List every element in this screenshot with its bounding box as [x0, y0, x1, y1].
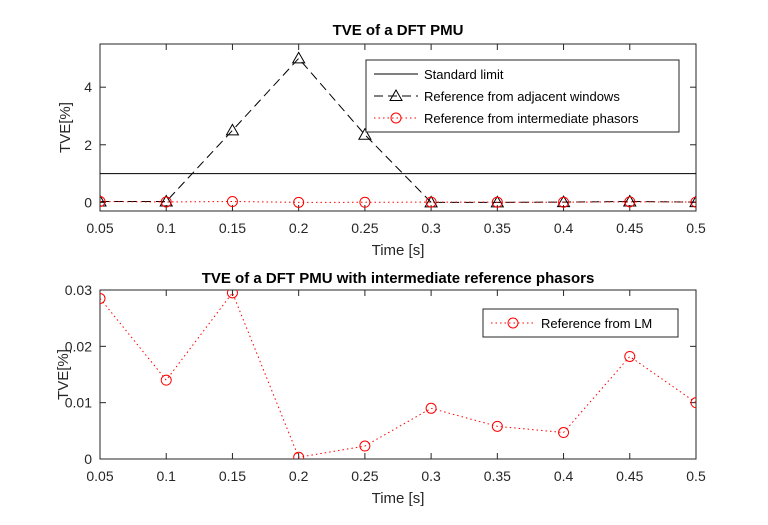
x-tick-label: 0.25 — [351, 468, 378, 484]
legend: Reference from LM — [482, 308, 679, 338]
x-tick-label: 0.5 — [686, 468, 706, 484]
data-point — [100, 292, 106, 304]
x-tick-label: 0.5 — [686, 220, 706, 236]
x-tick-label: 0.05 — [86, 220, 113, 236]
chart-title: TVE of a DFT PMU with intermediate refer… — [202, 270, 595, 287]
data-point — [689, 195, 696, 208]
data-point — [690, 397, 696, 409]
data-point — [293, 451, 305, 459]
legend: Standard limit Reference from adjacent wi… — [365, 59, 680, 133]
x-tick-label: 0.35 — [484, 468, 511, 484]
series-line — [100, 57, 696, 203]
legend-marker — [507, 317, 519, 329]
y-tick-label: 0.01 — [65, 395, 92, 411]
legend-marker — [390, 112, 402, 124]
data-point — [100, 196, 106, 208]
x-tick-label: 0.1 — [156, 220, 176, 236]
x-tick-label: 0.3 — [421, 468, 441, 484]
data-point — [160, 196, 172, 208]
y-tick-label: 0 — [84, 451, 92, 467]
data-point — [690, 196, 696, 208]
legend-marker — [389, 88, 403, 101]
data-point — [491, 196, 503, 208]
x-tick-label: 0.35 — [484, 220, 511, 236]
x-tick-label: 0.2 — [289, 220, 309, 236]
legend-box — [365, 59, 680, 133]
legend-label: Standard limit — [424, 67, 504, 82]
data-point — [160, 374, 172, 386]
y-axis-label: TVE[%] — [55, 349, 72, 400]
y-tick-label: 2 — [84, 137, 92, 153]
data-point — [291, 51, 306, 64]
data-point — [425, 402, 437, 414]
chart-title: TVE of a DFT PMU — [333, 22, 464, 39]
x-tick-label: 0.45 — [616, 220, 643, 236]
data-point — [226, 290, 238, 299]
data-point — [293, 196, 305, 208]
data-point — [558, 427, 570, 439]
x-tick-label: 0.15 — [219, 468, 246, 484]
x-tick-label: 0.25 — [351, 220, 378, 236]
y-axis-label: TVE[%] — [57, 102, 74, 153]
data-point — [425, 196, 437, 208]
series-line — [100, 291, 696, 458]
legend-label: Reference from adjacent windows — [424, 89, 620, 104]
x-axis-label: Time [s] — [372, 490, 425, 507]
legend-label: Reference from intermediate phasors — [424, 111, 639, 126]
y-tick-label: 4 — [84, 79, 92, 95]
x-tick-label: 0.1 — [156, 468, 176, 484]
data-point — [624, 196, 636, 208]
legend-label: Reference from LM — [541, 316, 652, 331]
x-tick-label: 0.4 — [554, 220, 574, 236]
x-tick-label: 0.2 — [289, 468, 309, 484]
legend-box — [482, 308, 679, 338]
data-point — [226, 196, 238, 208]
x-tick-label: 0.15 — [219, 220, 246, 236]
series-line — [100, 201, 696, 203]
chart-1: TVE of a DFT PMU 0.05 0.1 0.15 0.2 0.25 0.3 0.3… — [57, 22, 706, 259]
y-tick-label: 0.03 — [65, 282, 92, 298]
data-point — [100, 194, 107, 207]
data-point — [556, 195, 571, 208]
x-tick-label: 0.3 — [421, 220, 441, 236]
data-point — [359, 440, 371, 452]
x-tick-label: 0.05 — [86, 468, 113, 484]
y-tick-label: 0 — [84, 194, 92, 210]
series-3 — [100, 196, 696, 208]
y-tick-label: 0.02 — [65, 338, 92, 354]
data-point — [359, 196, 371, 208]
data-point — [558, 196, 570, 208]
x-tick-label: 0.45 — [616, 468, 643, 484]
data-point — [225, 123, 240, 136]
data-point — [159, 194, 174, 207]
data-point — [622, 194, 637, 207]
x-tick-label: 0.4 — [554, 468, 574, 484]
chart-2: TVE of a DFT PMU with intermediate refer… — [55, 270, 706, 507]
x-axis-label: Time [s] — [372, 242, 425, 259]
data-point — [624, 350, 636, 362]
data-point — [491, 420, 503, 432]
series-2 — [100, 51, 696, 208]
series-1 — [100, 290, 696, 459]
data-point — [358, 127, 372, 140]
